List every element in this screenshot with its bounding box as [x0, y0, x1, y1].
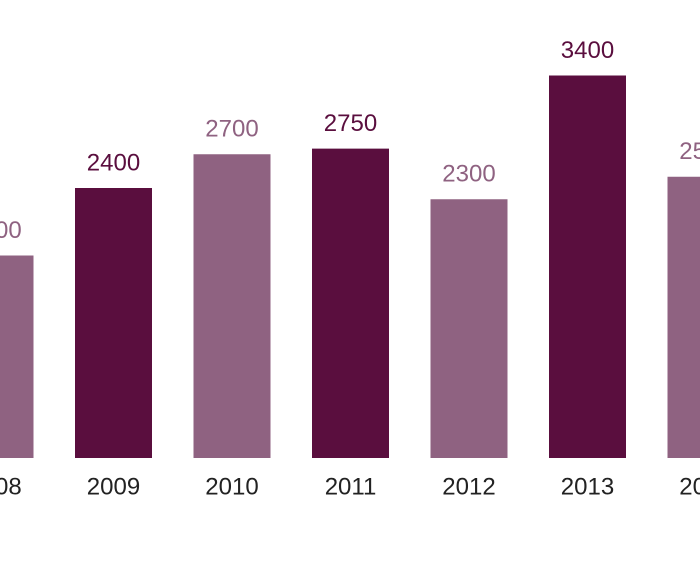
bar	[667, 176, 700, 458]
x-tick-label: 2009	[87, 473, 140, 500]
value-label: 2750	[324, 110, 377, 137]
value-label: 2700	[205, 116, 258, 143]
bar	[193, 154, 271, 458]
bar	[549, 75, 626, 458]
x-tick-label: 2008	[0, 473, 22, 500]
value-label: 2400	[87, 149, 140, 176]
x-tick-label: 2011	[325, 473, 377, 500]
bar	[0, 255, 34, 458]
value-label: 2500	[679, 138, 700, 165]
bar	[312, 148, 389, 458]
value-label: 2300	[442, 161, 495, 188]
value-label: 1800	[0, 217, 22, 244]
x-tick-label: 2013	[561, 473, 614, 500]
x-tick-label: 2010	[205, 473, 258, 500]
value-label: 3400	[561, 37, 614, 64]
bar	[430, 199, 508, 458]
x-tick-label: 2014	[679, 473, 700, 500]
x-tick-label: 2012	[442, 473, 495, 500]
bar	[75, 188, 152, 458]
